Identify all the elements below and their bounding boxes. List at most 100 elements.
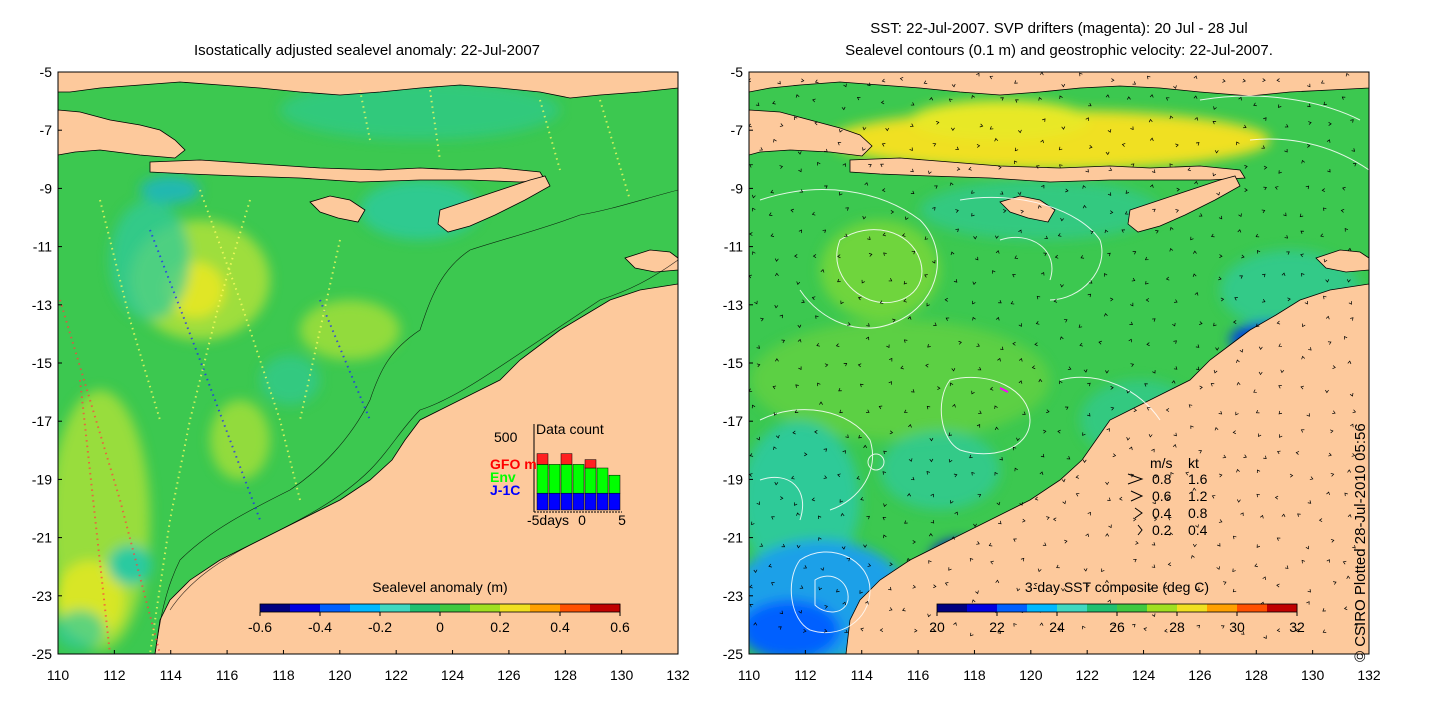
- velocity-arrow: [1037, 568, 1042, 573]
- velocity-arrow: [935, 120, 940, 125]
- velocity-arrow: [1242, 78, 1246, 83]
- velocity-arrow: [1232, 430, 1237, 435]
- velocity-arrow: [903, 339, 908, 343]
- velocity-arrow: [909, 147, 913, 152]
- velocity-arrow: [969, 454, 973, 459]
- velocity-arrow: [1278, 343, 1283, 347]
- velocity-arrow: [1342, 560, 1347, 565]
- velocity-arrow: [1255, 323, 1260, 328]
- velocity-arrow: [1151, 448, 1155, 453]
- velocity-arrow: [881, 143, 886, 147]
- velocity-arrow: [1307, 588, 1311, 593]
- velocity-arrow: [1341, 96, 1346, 100]
- data-count-bar-gfo: [584, 459, 597, 469]
- velocity-arrow: [934, 185, 938, 189]
- velocity-arrow: [1022, 518, 1026, 523]
- velocity-arrow: [1332, 410, 1336, 415]
- data-count-bar-j1c: [536, 492, 549, 511]
- velocity-arrow: [1129, 587, 1133, 591]
- velocity-arrow: [1154, 474, 1158, 479]
- velocity-arrow: [1196, 586, 1200, 591]
- velocity-arrow: [1132, 623, 1136, 628]
- velocity-arrow: [1256, 469, 1261, 474]
- velocity-arrow: [888, 278, 893, 282]
- latitude-label: -5: [40, 64, 53, 80]
- velocity-arrow: [1354, 624, 1358, 628]
- velocity-arrow: [995, 579, 1000, 584]
- colorbar-tick-label: -0.2: [368, 619, 392, 635]
- velocity-arrow: [1327, 341, 1332, 345]
- velocity-arrow: [944, 582, 949, 586]
- velocity-arrow: [1284, 235, 1289, 239]
- velocity-arrow: [1145, 298, 1150, 302]
- data-count-legend-item: GFO mm: [490, 456, 549, 472]
- colorbar-cell: [1087, 604, 1118, 612]
- velocity-arrow: [1033, 582, 1038, 587]
- velocity-arrow: [778, 626, 782, 630]
- velocity-arrow: [1222, 454, 1227, 459]
- velocity-arrow: [889, 430, 894, 435]
- velocity-arrow: [753, 622, 758, 626]
- velocity-arrow: [1089, 144, 1093, 149]
- velocity-arrow: [1061, 126, 1066, 130]
- velocity-arrow: [1171, 380, 1176, 384]
- velocity-arrow: [892, 318, 896, 323]
- velocity-arrow: [865, 336, 870, 341]
- velocity-arrow: [1163, 585, 1168, 590]
- longitude-label: 116: [216, 667, 239, 683]
- velocity-arrow: [773, 138, 777, 143]
- velocity-arrow: [974, 256, 979, 261]
- velocity-arrow: [926, 405, 931, 410]
- velocity-arrow: [1110, 406, 1115, 411]
- velocity-arrow: [774, 481, 779, 486]
- velocity-arrow: [889, 562, 893, 567]
- velocity-arrow: [975, 590, 979, 595]
- velocity-arrow: [1194, 180, 1198, 185]
- colorbar-cell: [290, 604, 321, 612]
- longitude-label: 130: [610, 667, 634, 683]
- velocity-arrow: [932, 628, 936, 633]
- velocity-arrow: [1105, 481, 1110, 486]
- velocity-arrow: [1330, 472, 1335, 477]
- left-map: [58, 72, 678, 654]
- velocity-arrow: [948, 98, 953, 103]
- velocity-arrow: [1151, 169, 1156, 173]
- velocity-arrow: [1135, 540, 1139, 545]
- velocity-arrow: [1297, 513, 1301, 517]
- velocity-arrow: [770, 189, 775, 194]
- velocity-arrow: [1325, 279, 1330, 283]
- velocity-arrow: [866, 515, 870, 520]
- velocity-arrow: [1284, 565, 1289, 569]
- velocity-arrow: [751, 521, 755, 526]
- velocity-arrow: [1221, 625, 1225, 629]
- velocity-arrow: [1277, 104, 1282, 108]
- velocity-legend-arrow: [1134, 507, 1143, 519]
- velocity-arrow: [955, 146, 959, 150]
- right-velocity-arrows: [749, 72, 1358, 639]
- latitude-label: -17: [32, 413, 52, 429]
- velocity-arrow: [1218, 215, 1223, 220]
- velocity-arrow: [817, 161, 821, 166]
- velocity-arrow: [1169, 247, 1174, 252]
- velocity-arrow: [1109, 297, 1114, 302]
- velocity-arrow: [1262, 273, 1266, 278]
- velocity-legend-ms-header: m/s: [1150, 455, 1173, 471]
- velocity-arrow: [902, 607, 906, 612]
- velocity-arrow: [1299, 213, 1304, 218]
- velocity-arrow: [1323, 295, 1327, 300]
- latitude-label: -17: [723, 413, 743, 429]
- longitude-label: 124: [1132, 667, 1156, 683]
- velocity-arrow: [1193, 75, 1198, 80]
- velocity-arrow: [790, 208, 795, 213]
- velocity-arrow: [1143, 627, 1147, 632]
- velocity-arrow: [1173, 366, 1178, 370]
- velocity-arrow: [796, 544, 801, 549]
- velocity-arrow: [771, 516, 775, 520]
- right-colorbar: 3-day SST composite (deg C) 20 22 24 26 28 30…: [929, 579, 1305, 635]
- velocity-arrow: [1059, 336, 1064, 340]
- velocity-arrow: [1149, 94, 1154, 98]
- velocity-arrow: [1350, 423, 1354, 428]
- velocity-arrow: [1220, 297, 1225, 302]
- velocity-arrow: [1105, 94, 1110, 98]
- velocity-arrow: [753, 569, 758, 574]
